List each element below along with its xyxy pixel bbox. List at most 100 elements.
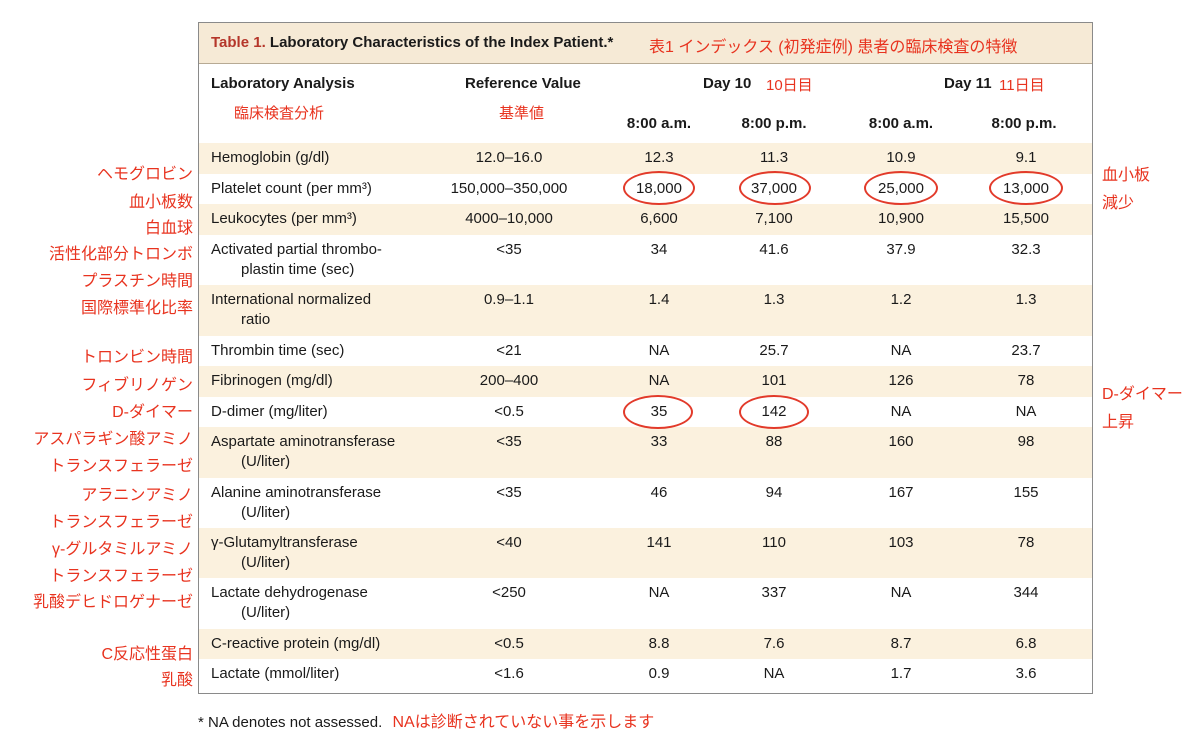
row-name: γ-Glutamyltransferase (U/liter) bbox=[211, 533, 451, 573]
annotation-left-label: 国際標準化比率 bbox=[80, 300, 193, 317]
row-name-line2: ratio bbox=[241, 311, 271, 328]
row-name-line1: Activated partial thrombo- bbox=[211, 241, 382, 258]
row-value: NA bbox=[890, 342, 912, 359]
row-value: 110 bbox=[762, 534, 786, 551]
row-value: 344 bbox=[1013, 584, 1039, 601]
row-value: 78 bbox=[1017, 372, 1035, 389]
row-value: 8.7 bbox=[890, 635, 912, 652]
row-value: 8.8 bbox=[648, 635, 670, 652]
annotation-left-label: トランスフェラーゼ bbox=[49, 514, 193, 531]
row-name-line1: Thrombin time (sec) bbox=[211, 342, 345, 359]
header-time-d11-pm: 8:00 p.m. bbox=[991, 115, 1057, 132]
header-time-d11-am: 8:00 a.m. bbox=[868, 115, 934, 132]
row-reference: <1.6 bbox=[494, 665, 524, 682]
row-value: 13,000 bbox=[1003, 180, 1049, 197]
row-name: Lactate dehydrogenase (U/liter) bbox=[211, 583, 451, 623]
row-value: 78 bbox=[1017, 534, 1035, 551]
row-value: NA bbox=[648, 342, 670, 359]
row-reference: <35 bbox=[496, 484, 522, 501]
annotation-left-label: トロンビン時間 bbox=[80, 349, 193, 366]
row-value: 25.7 bbox=[759, 342, 789, 359]
row-reference: 0.9–1.1 bbox=[483, 291, 535, 308]
row-value: 160 bbox=[888, 433, 914, 450]
row-value: NA bbox=[890, 584, 912, 601]
header-reference: Reference Value bbox=[465, 75, 581, 92]
header-analysis-ja: 臨床検査分析 bbox=[234, 105, 325, 122]
row-reference: <35 bbox=[496, 433, 522, 450]
row-value: 33 bbox=[650, 433, 668, 450]
row-value: NA bbox=[763, 665, 785, 682]
row-name-line1: D-dimer (mg/liter) bbox=[211, 403, 328, 420]
row-value: 88 bbox=[765, 433, 783, 450]
header-time-d10-pm: 8:00 p.m. bbox=[741, 115, 807, 132]
row-name: Alanine aminotransferase (U/liter) bbox=[211, 483, 451, 523]
table-row: Hemoglobin (g/dl) 12.0–16.0 12.3 11.3 10.9 9.… bbox=[199, 143, 1092, 174]
table-row: γ-Glutamyltransferase (U/liter) <40 141 110 1… bbox=[199, 528, 1092, 578]
header-day10-ja: 10日目 bbox=[766, 77, 813, 94]
row-value: NA bbox=[890, 403, 912, 420]
footnote-ja: NAは診断されていない事を示します bbox=[392, 714, 655, 731]
row-name: D-dimer (mg/liter) bbox=[211, 402, 451, 422]
row-value: 94 bbox=[765, 484, 783, 501]
row-value: 12.3 bbox=[644, 149, 674, 166]
row-name: Platelet count (per mm³) bbox=[211, 179, 451, 199]
row-name: Lactate (mmol/liter) bbox=[211, 664, 451, 684]
annotation-platelet-1: 血小板 bbox=[1102, 167, 1151, 184]
header-time-d10-am: 8:00 a.m. bbox=[626, 115, 692, 132]
row-name: Hemoglobin (g/dl) bbox=[211, 148, 451, 168]
row-value: 10,900 bbox=[878, 210, 924, 227]
table-row: Thrombin time (sec) <21 NA 25.7 NA 23.7 bbox=[199, 336, 1092, 366]
annotation-left-label: C反応性蛋白 bbox=[101, 646, 193, 663]
row-reference: <35 bbox=[496, 241, 522, 258]
row-name-line1: γ-Glutamyltransferase bbox=[211, 534, 358, 551]
row-value: 1.3 bbox=[1015, 291, 1037, 308]
table-title-label: Table 1. bbox=[211, 34, 266, 51]
header-day11-ja: 11日目 bbox=[999, 77, 1045, 94]
row-reference: 4000–10,000 bbox=[465, 210, 553, 227]
annotation-ddimer-1: D-ダイマー bbox=[1102, 386, 1183, 403]
annotation-left-label: アスパラギン酸アミノ bbox=[33, 431, 193, 448]
row-name-line1: Aspartate aminotransferase bbox=[211, 433, 396, 450]
row-name-line2: plastin time (sec) bbox=[241, 261, 355, 278]
row-reference: <21 bbox=[496, 342, 522, 359]
row-value: 141 bbox=[646, 534, 672, 551]
row-name: C-reactive protein (mg/dl) bbox=[211, 634, 451, 654]
row-value: 37,000 bbox=[751, 180, 797, 197]
row-value: 34 bbox=[650, 241, 668, 258]
annotation-platelet-2: 減少 bbox=[1102, 195, 1135, 212]
annotation-left-label: トランスフェラーゼ bbox=[49, 568, 193, 585]
header-day10: Day 10 bbox=[703, 75, 752, 92]
annotation-left-label: トランスフェラーゼ bbox=[49, 458, 193, 475]
annotation-left-label: アラニンアミノ bbox=[81, 487, 193, 504]
row-reference: 150,000–350,000 bbox=[450, 180, 568, 197]
row-value: 1.7 bbox=[890, 665, 912, 682]
table-row: C-reactive protein (mg/dl) <0.5 8.8 7.6 8.7 6… bbox=[199, 629, 1092, 659]
row-value: 98 bbox=[1017, 433, 1035, 450]
row-value: 18,000 bbox=[636, 180, 682, 197]
table-row: Activated partial thrombo-plastin time (… bbox=[199, 235, 1092, 285]
row-value: 32.3 bbox=[1011, 241, 1041, 258]
table-row: Lactate (mmol/liter) <1.6 0.9 NA 1.7 3.6 bbox=[199, 659, 1092, 690]
row-value: 37.9 bbox=[886, 241, 916, 258]
table-row: International normalized ratio 0.9–1.1 1.4 1… bbox=[199, 285, 1092, 336]
row-name: International normalized ratio bbox=[211, 290, 451, 330]
row-name-line2: (U/liter) bbox=[241, 504, 291, 521]
annotation-left-label: D-ダイマー bbox=[112, 404, 193, 421]
footnote: * NA denotes not assessed. NAは診断されていない事を… bbox=[198, 708, 654, 732]
annotation-left-label: γ-グルタミルアミノ bbox=[51, 541, 193, 558]
row-value: 3.6 bbox=[1015, 665, 1037, 682]
row-name-line1: Leukocytes (per mm³) bbox=[211, 210, 357, 227]
table-row: Platelet count (per mm³) 150,000–350,000 1… bbox=[199, 174, 1092, 204]
row-value: 167 bbox=[888, 484, 914, 501]
row-name-line2: (U/liter) bbox=[241, 453, 291, 470]
row-value: NA bbox=[1015, 403, 1037, 420]
table-row: Leukocytes (per mm³) 4000–10,000 6,600 7,10… bbox=[199, 204, 1092, 235]
row-value: NA bbox=[648, 584, 670, 601]
row-value: 46 bbox=[650, 484, 668, 501]
row-value: 7.6 bbox=[763, 635, 785, 652]
row-name-line1: Lactate dehydrogenase bbox=[211, 584, 368, 601]
row-value: 142 bbox=[761, 403, 787, 420]
table-title-bar: Table 1. Laboratory Characteristics of t… bbox=[199, 23, 1092, 64]
row-reference: 12.0–16.0 bbox=[475, 149, 543, 166]
row-name-line1: International normalized bbox=[211, 291, 372, 308]
